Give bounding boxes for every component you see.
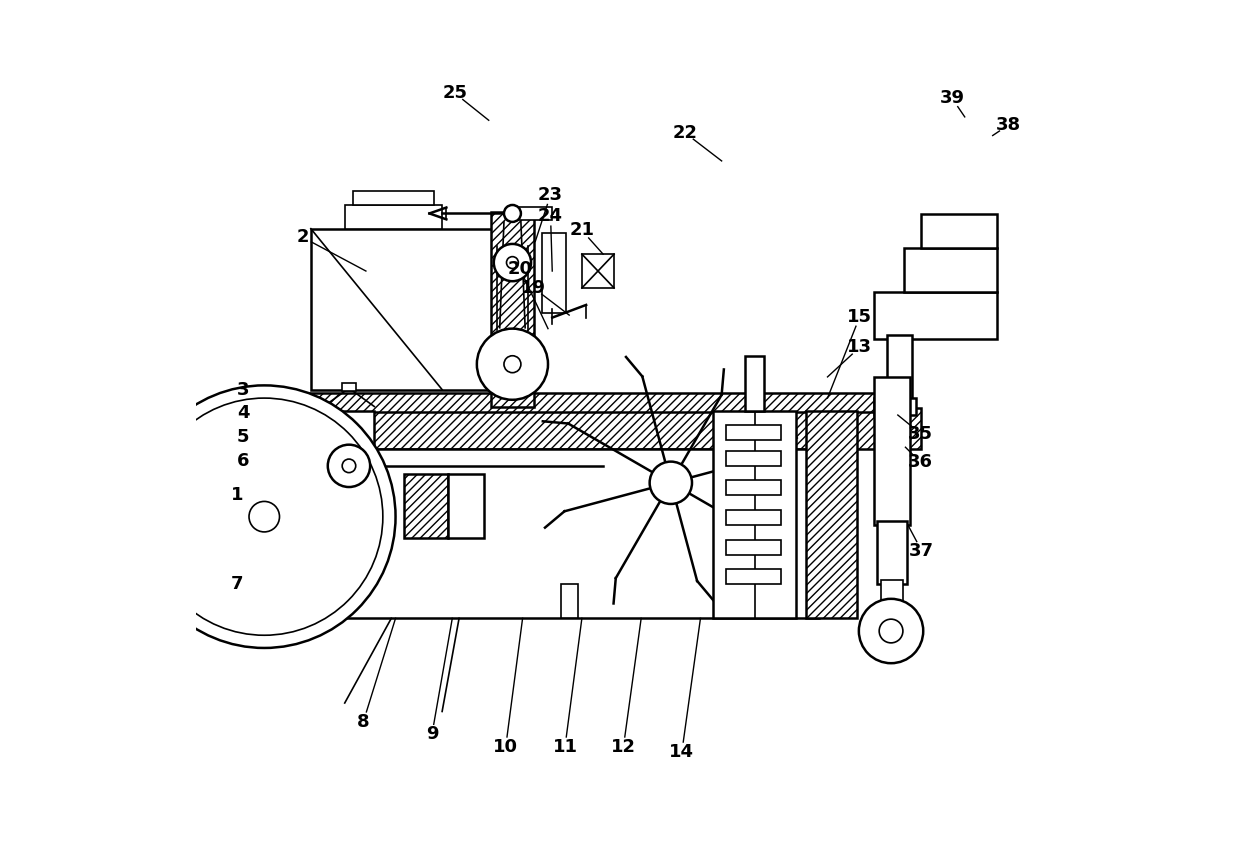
Circle shape: [503, 205, 521, 222]
Bar: [518, 207, 552, 220]
Text: 36: 36: [908, 453, 934, 472]
Circle shape: [494, 244, 531, 281]
Text: 7: 7: [231, 575, 243, 594]
Bar: [920, 214, 997, 248]
Circle shape: [477, 329, 548, 400]
Bar: [324, 411, 374, 525]
Bar: [322, 584, 339, 618]
Bar: [725, 451, 781, 466]
Text: 39: 39: [940, 89, 965, 108]
Text: 23: 23: [538, 185, 563, 204]
Bar: [874, 292, 997, 339]
Text: 8: 8: [357, 712, 370, 731]
Text: 13: 13: [847, 338, 872, 357]
Text: 11: 11: [553, 738, 578, 756]
Text: 20: 20: [507, 260, 532, 279]
Text: 6: 6: [237, 451, 249, 470]
Text: 2: 2: [296, 228, 309, 246]
Circle shape: [859, 599, 924, 663]
Circle shape: [249, 501, 279, 532]
Text: 3: 3: [237, 380, 249, 399]
Circle shape: [327, 445, 370, 487]
Circle shape: [503, 356, 521, 373]
Text: 22: 22: [673, 124, 698, 142]
Bar: [345, 205, 443, 229]
Bar: [713, 411, 796, 618]
Text: 19: 19: [521, 279, 546, 297]
Bar: [542, 233, 565, 313]
Text: 12: 12: [611, 738, 636, 756]
Text: 10: 10: [494, 738, 518, 756]
Bar: [404, 474, 448, 538]
Bar: [874, 398, 916, 415]
Bar: [725, 569, 781, 584]
Circle shape: [342, 459, 356, 473]
Text: 38: 38: [996, 116, 1021, 135]
Circle shape: [650, 462, 692, 504]
Text: 25: 25: [443, 84, 467, 102]
Bar: [877, 521, 908, 584]
Bar: [353, 191, 434, 205]
Bar: [277, 449, 820, 618]
Bar: [342, 383, 356, 391]
Text: 15: 15: [847, 307, 872, 326]
Text: 5: 5: [237, 428, 249, 446]
Circle shape: [133, 385, 396, 648]
Bar: [491, 212, 533, 407]
Circle shape: [145, 398, 383, 635]
Bar: [725, 480, 781, 495]
Bar: [448, 474, 484, 538]
Bar: [277, 393, 904, 412]
Bar: [887, 335, 913, 407]
Text: 21: 21: [569, 221, 594, 240]
Circle shape: [879, 619, 903, 643]
Bar: [874, 377, 910, 525]
Bar: [806, 411, 857, 618]
Text: 35: 35: [908, 424, 934, 443]
Bar: [745, 356, 764, 411]
Bar: [582, 254, 614, 288]
Bar: [725, 510, 781, 525]
Bar: [904, 248, 997, 292]
Bar: [725, 540, 781, 555]
Circle shape: [506, 257, 518, 268]
Text: 37: 37: [909, 541, 934, 560]
Text: 9: 9: [425, 725, 438, 744]
Bar: [560, 584, 578, 618]
Text: 14: 14: [670, 743, 694, 761]
Text: 24: 24: [538, 207, 563, 225]
Bar: [880, 580, 903, 601]
Bar: [311, 229, 494, 390]
Text: 4: 4: [237, 404, 249, 423]
Bar: [725, 425, 781, 440]
Text: 1: 1: [231, 486, 243, 505]
Bar: [277, 408, 920, 449]
